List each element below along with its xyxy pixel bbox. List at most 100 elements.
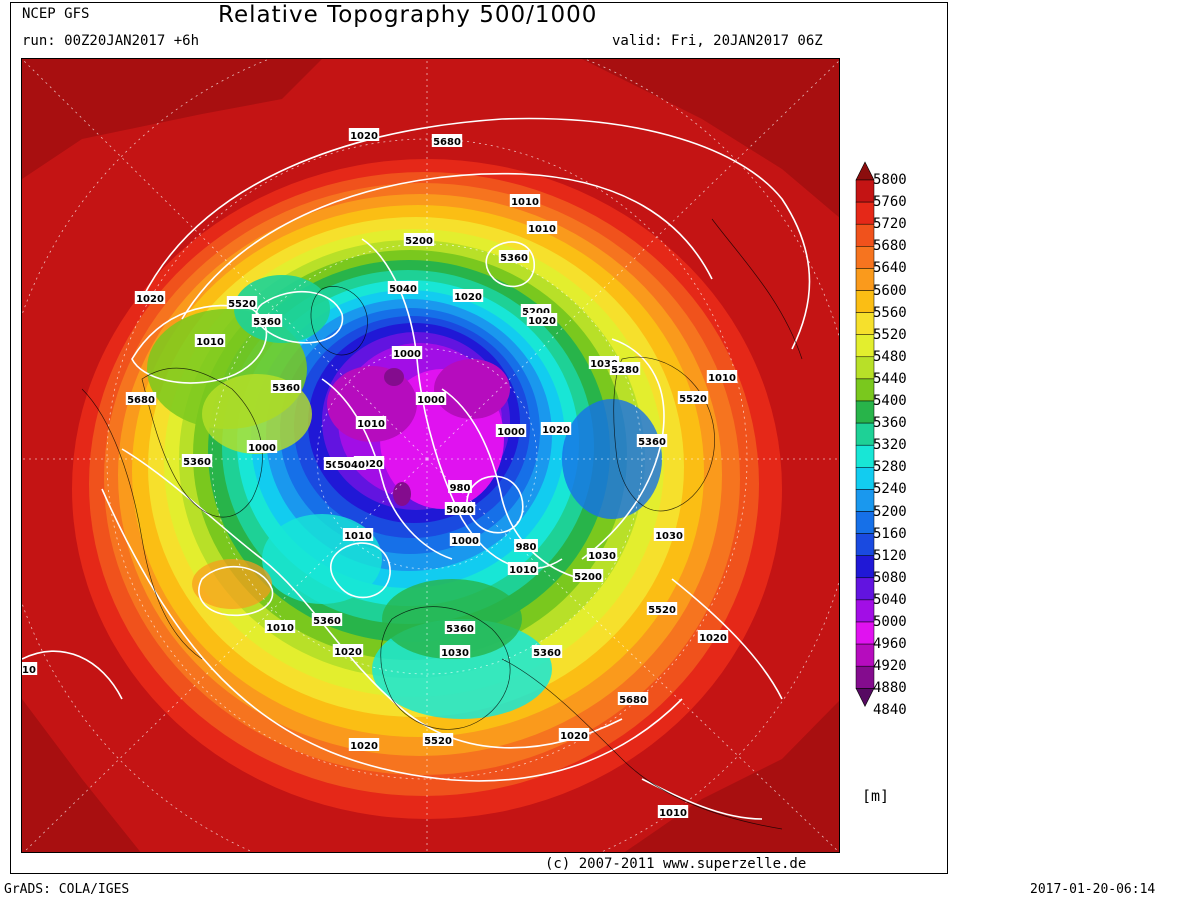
contour-label-box [335,457,367,470]
north-america-trough [202,374,312,454]
contour-label-box [495,424,527,437]
colorbar-swatch [855,665,875,689]
contour-label-box [181,454,213,467]
contour-label: 1020 [699,633,727,644]
contour-label: 5680 [619,695,647,706]
colorbar-swatch [855,201,875,225]
warm-region [22,59,322,179]
contour-label-box [509,194,541,207]
isobar [101,488,683,782]
contour-label: 1000 [497,427,525,438]
contour-label-box [134,291,166,304]
contour-label: 1020 [454,292,482,303]
color-legend: 5800 5760 5720 5680 5640 5600 5560 5520 5480 5440… [853,160,963,740]
thickness-bands [72,159,782,819]
contour-label: 5200 [405,236,433,247]
contour-label: 980 [516,542,537,553]
colorbar-swatch [855,223,875,247]
siberia-trough [562,399,662,519]
map-area[interactable]: 1020 5680 5360 1010 5200 1020 5520 5360 5040 1020… [21,58,840,853]
contour-label-box [609,362,641,375]
colorbar-label: 5000 [873,614,907,630]
coastline [613,356,715,512]
colorbar-label: 5120 [873,547,907,564]
contour-label-box [355,416,387,429]
contour-label-box [444,502,476,515]
colorbar-swatch [855,378,875,402]
contour-label-box [387,281,419,294]
contour-label: 1020 [350,741,378,752]
colorbar-label: 4880 [873,680,907,697]
colorbar-label: 5040 [873,591,907,608]
colorbar-swatch [855,268,875,291]
colorbar-label: 5680 [873,238,907,255]
contour-label: 5680 [127,395,155,406]
isobar [131,304,268,384]
contour-label: 5360 [500,253,528,264]
source-label: NCEP GFS [22,6,90,22]
colorbar-label: 4840 [873,702,907,719]
contour-label: 1000 [393,349,421,360]
contour-label-box [403,233,435,246]
contour-label-box [653,528,685,541]
contour-label: 1020 [560,731,588,742]
contour-label-box [348,738,380,751]
warm-region [22,699,141,852]
contour-label-box [540,422,572,435]
contour-label: 5360 [313,616,341,627]
band-4880 [393,482,411,506]
colorbar-swatch [855,577,875,601]
contour-label-box [251,314,283,327]
contour-label: 1020 [355,459,383,470]
contour-label-box [558,728,590,741]
contour-label: 1020 [542,425,570,436]
contour-label-box [415,392,447,405]
contour-label: 1020 [528,316,556,327]
colorbar-label: 5760 [873,194,907,211]
contour-label: 5360 [272,383,300,394]
contour-label: 1010 [509,565,537,576]
contour-label: 5040 [389,284,417,295]
isobar [22,650,123,700]
colorbar-label: 4960 [873,636,907,653]
colorbar-swatch [855,356,875,380]
colorbar-swatch [855,643,875,667]
colorbar-bottom-arrow [855,687,875,707]
contour-label-box [448,480,472,493]
contour-label-box [125,392,157,405]
isobar [198,565,274,616]
coastline [711,218,803,360]
contour-label: 5520 [679,394,707,405]
lat-ring [211,243,643,675]
colorbar-label: 5080 [873,569,907,586]
contour-label-box [572,569,604,582]
run-label: run: 00Z20JAN2017 +6h [22,33,200,49]
meridian [23,458,428,852]
contour-label: 1030 [590,359,618,370]
contour-labels: 1020 5680 5360 1010 5200 1020 5520 5360 5040 1020… [22,128,738,819]
contour-label: 5200 [574,572,602,583]
contour-label-box [449,533,481,546]
contour-label-box [348,128,380,141]
contour-label: 1010 [22,665,36,676]
colorbar-label: 5280 [873,459,907,476]
contour-label: 1020 [136,294,164,305]
isobar [485,241,535,288]
contour-label: 5360 [446,624,474,635]
colorbar-label: 5520 [873,326,907,343]
contour-label: 1020 [350,131,378,142]
colorbar-label: 5560 [873,304,907,321]
contour-label: 1000 [248,443,276,454]
contour-label-box [526,313,558,326]
colorbar-swatch [855,179,875,203]
contour-label: 5360 [638,437,666,448]
contour-label-box [706,370,738,383]
contour-label: 5040 [446,505,474,516]
contour-label: 5520 [424,736,452,747]
contour-label-box [657,805,689,818]
contour-label: 980 [450,483,471,494]
colorbar-label: 5640 [873,260,907,277]
contour-label: 5360 [253,317,281,328]
band-4880 [384,368,404,386]
software-credit: GrADS: COLA/IGES [4,882,130,897]
